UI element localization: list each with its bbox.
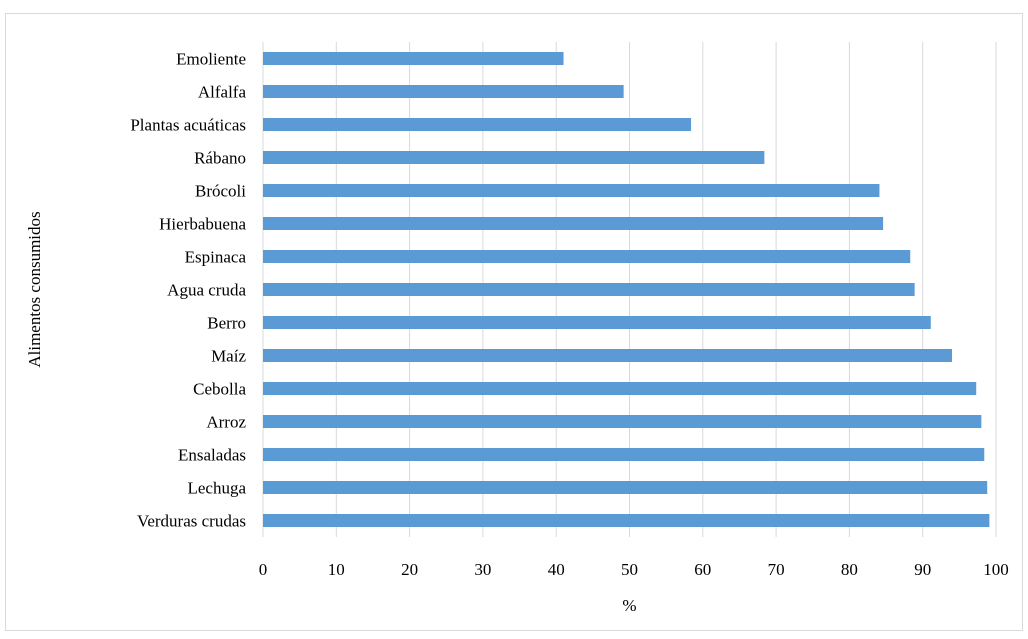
bar	[263, 514, 989, 527]
x-tick-label: 60	[694, 560, 711, 579]
bar	[263, 118, 691, 131]
x-tick-label: 70	[768, 560, 785, 579]
category-label: Plantas acuáticas	[130, 116, 246, 135]
category-labels: Verduras crudas Lechuga Ensaladas Arroz Cebo…	[130, 50, 246, 531]
category-label: Maíz	[211, 347, 246, 366]
bar	[263, 217, 883, 230]
category-label: Lechuga	[187, 479, 246, 498]
y-axis-title: Alimentos consumidos	[25, 211, 44, 367]
bar	[263, 349, 952, 362]
category-label: Arroz	[206, 413, 246, 432]
bar	[263, 151, 764, 164]
x-tick-label: 30	[474, 560, 491, 579]
category-label: Ensaladas	[178, 446, 246, 465]
bar	[263, 283, 915, 296]
bar	[263, 250, 910, 263]
category-label: Hierbabuena	[159, 215, 246, 234]
x-axis-title: %	[622, 596, 636, 615]
x-tick-label: 0	[259, 560, 268, 579]
category-label: Espinaca	[185, 248, 247, 267]
bar	[263, 382, 976, 395]
category-label: Berro	[207, 314, 246, 333]
category-label: Alfalfa	[198, 83, 247, 102]
category-label: Verduras crudas	[137, 512, 246, 531]
category-label: Brócoli	[195, 182, 246, 201]
bar	[263, 316, 931, 329]
category-label: Cebolla	[193, 380, 246, 399]
bar	[263, 52, 564, 65]
category-label: Rábano	[194, 149, 246, 168]
x-tick-label: 40	[548, 560, 565, 579]
bars	[263, 52, 989, 527]
bar	[263, 481, 987, 494]
x-tick-label: 90	[914, 560, 931, 579]
bar	[263, 448, 984, 461]
bar	[263, 85, 624, 98]
category-label: Emoliente	[176, 50, 246, 69]
category-label: Agua cruda	[167, 281, 246, 300]
x-tick-label: 20	[401, 560, 418, 579]
x-tick-label: 50	[621, 560, 638, 579]
x-tick-labels: 0 10 20 30 40 50 60 70 80 90 100	[259, 560, 1009, 579]
bar	[263, 415, 981, 428]
bar	[263, 184, 879, 197]
x-tick-label: 10	[328, 560, 345, 579]
x-tick-label: 100	[983, 560, 1009, 579]
x-tick-label: 80	[841, 560, 858, 579]
